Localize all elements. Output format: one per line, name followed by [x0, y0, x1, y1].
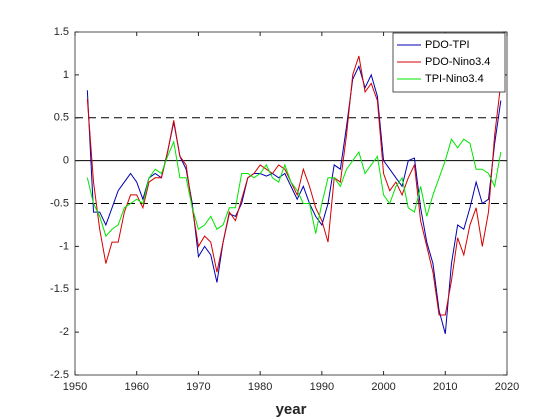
y-tick-label: -0.5: [50, 197, 69, 209]
legend-box: [392, 32, 506, 93]
x-tick-label: 2020: [495, 381, 519, 393]
y-tick-label: 1: [63, 69, 69, 81]
data-line: [86, 138, 502, 238]
y-tick-label: 0: [63, 155, 69, 167]
x-tick-label: 1950: [63, 381, 87, 393]
x-tick-label: 2000: [371, 381, 395, 393]
x-axis-label: year: [276, 401, 307, 418]
y-tick-label: -2.5: [50, 369, 69, 381]
x-tick-label: 1990: [310, 381, 334, 393]
legend-label: PDO-TPI: [425, 39, 470, 51]
y-tick-label: 0.5: [54, 112, 69, 124]
y-tick-label: 1.5: [54, 26, 69, 38]
legend-label: TPI-Nino3.4: [425, 73, 484, 85]
x-tick-label: 1970: [186, 381, 210, 393]
y-tick-label: -1: [59, 240, 69, 252]
y-tick-label: -2: [59, 326, 69, 338]
x-tick-label: 1980: [248, 381, 272, 393]
x-tick-label: 2010: [433, 381, 457, 393]
data-line: [86, 64, 502, 334]
y-tick-label: -1.5: [50, 283, 69, 295]
x-tick-label: 1960: [124, 381, 148, 393]
legend-label: PDO-Nino3.4: [425, 56, 490, 68]
data-line: [86, 55, 502, 316]
